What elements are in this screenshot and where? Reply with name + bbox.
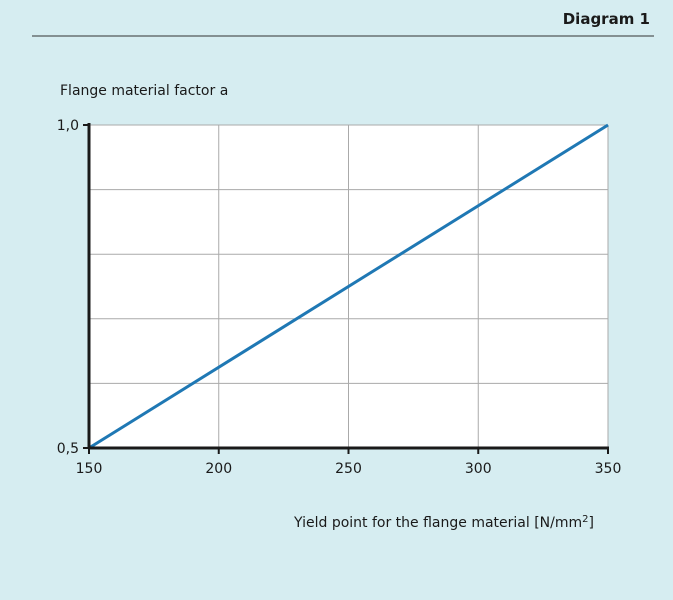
y-tick-label: 0,5 [57,441,79,457]
y-tick-label: 1,0 [57,118,79,134]
series-group [88,123,609,450]
y-axis-label: Flange material factor a [60,83,228,99]
x-tick-label: 150 [76,461,103,477]
diagram-title: Diagram 1 [563,10,650,28]
x-tick-label: 250 [335,461,362,477]
x-tick-label: 300 [465,461,492,477]
series-line [88,123,609,450]
tick-labels: 150 200 250 300 350 0,5 1,0 [57,118,622,477]
x-tick-label: 200 [205,461,232,477]
axes [83,123,609,454]
x-tick-label: 350 [595,461,622,477]
x-axis-label: Yield point for the flange material [N/m… [293,514,594,531]
